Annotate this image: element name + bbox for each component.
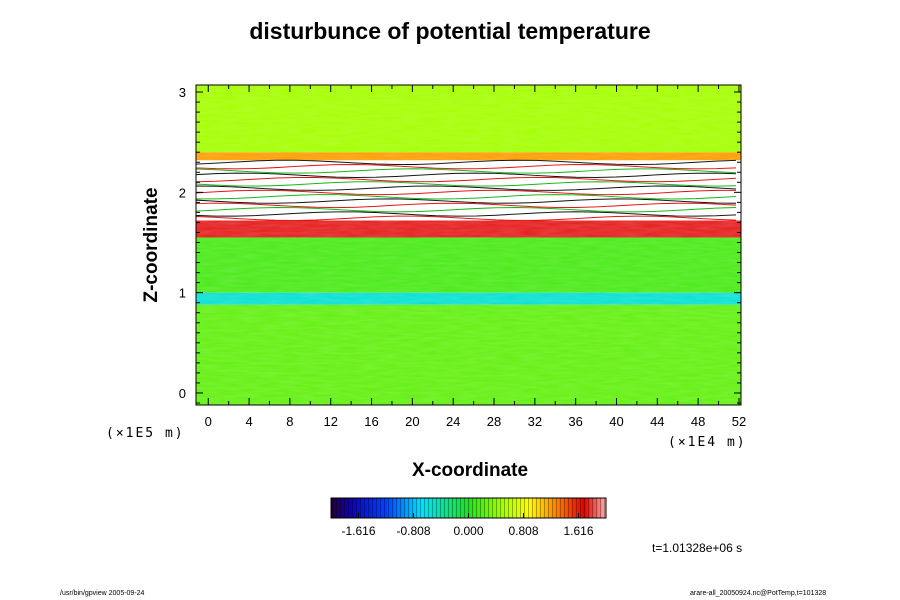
colorbar-tick-label: 0.808 [508,524,538,538]
x-tick-label: 36 [568,414,582,429]
x-tick-label: 8 [286,414,293,429]
y-tick-label: 2 [179,185,186,200]
x-tick-label: 44 [650,414,664,429]
colorbar-tick-label: 0.000 [453,524,483,538]
x-tick-label: 24 [446,414,460,429]
y-tick-label: 3 [179,85,186,100]
chart-title: disturbunce of potential temperature [249,18,651,44]
time-annotation: t=1.01328e+06 s [652,541,743,555]
field-texture [196,85,741,405]
x-tick-label: 12 [323,414,337,429]
x-tick-label: 40 [609,414,623,429]
colorbar-tick-label: 1.616 [563,524,593,538]
plot-frame [195,84,742,406]
x-tick-label: 48 [691,414,705,429]
y-axis-label: Z-coordinate [141,187,162,303]
x-tick-label: 28 [487,414,501,429]
x-axis-unit: (×1E4 m) [668,435,747,450]
x-tick-label: 32 [528,414,542,429]
y-tick-label: 0 [179,386,186,401]
y-axis-unit: (×1E5 m) [106,426,185,441]
colorbar: -1.616 -0.808 0.000 0.808 1.616 [330,497,607,538]
x-tick-label: 52 [732,414,746,429]
x-tick-label: 20 [405,414,419,429]
x-tick-label: 16 [364,414,378,429]
footer-command: /usr/bin/gpview 2005-09-24 [60,590,145,597]
colorbar-tick-label: -0.808 [396,524,430,538]
x-axis-label: X-coordinate [411,460,529,481]
x-tick-label: 0 [205,414,212,429]
colorbar-stripes [331,498,606,518]
footer-source: arare-all_20050924.nc@PotTemp,t=101328 [690,590,827,597]
y-tick-label: 1 [179,286,186,301]
x-tick-label: 4 [245,414,252,429]
colorbar-tick-label: -1.616 [341,524,375,538]
